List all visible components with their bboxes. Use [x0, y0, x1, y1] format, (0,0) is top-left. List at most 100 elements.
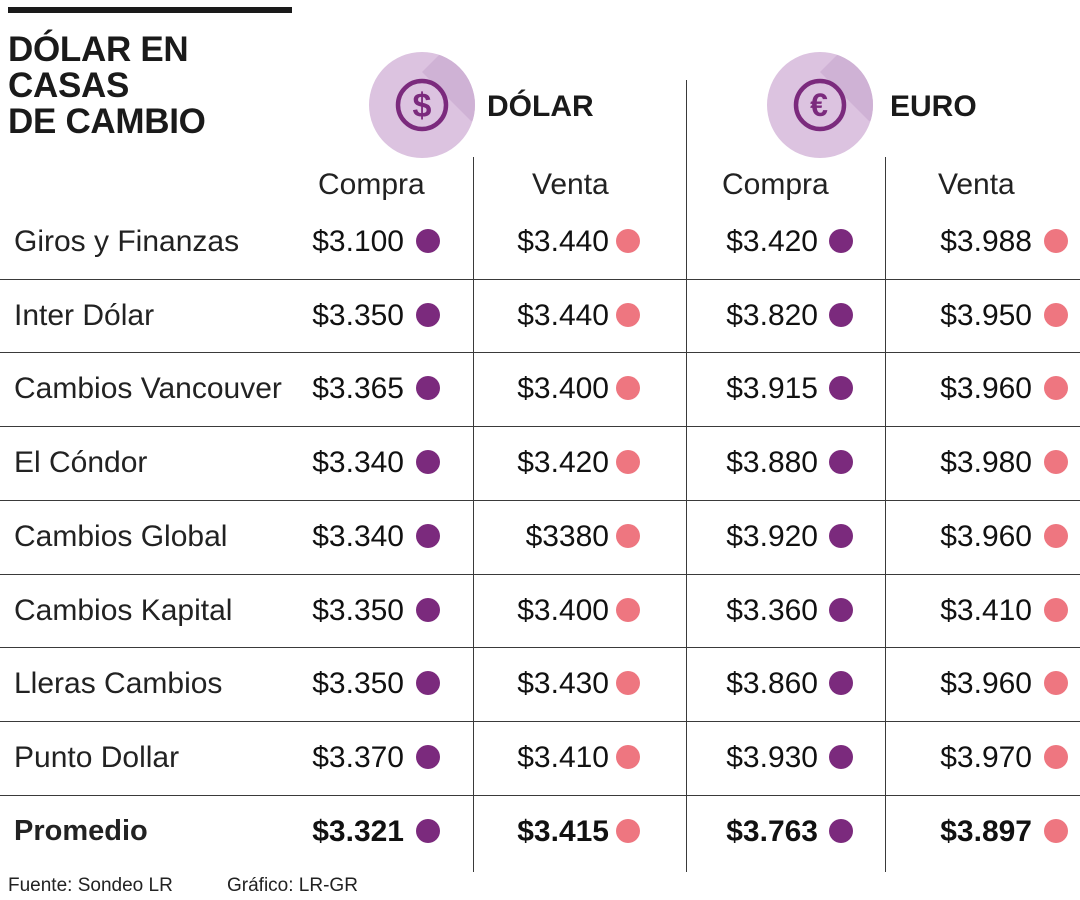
- col-head-dollar-venta: Venta: [532, 168, 609, 201]
- value-euro-compra: $3.420: [726, 225, 818, 258]
- svg-text:€: €: [810, 87, 828, 123]
- row-separator: [0, 720, 1080, 722]
- dollar-sign-icon: $: [395, 78, 449, 132]
- compra-dot-marker: [416, 744, 440, 769]
- value-euro-venta: $3.980: [940, 446, 1032, 480]
- compra-dot-marker: [829, 523, 853, 548]
- compra-dot-marker: [829, 597, 853, 622]
- value-dollar-compra: $3.340: [312, 446, 404, 480]
- value-euro-venta: $3.950: [940, 298, 1032, 332]
- compra-dot-marker: [416, 597, 440, 622]
- value-euro-compra: $3.820: [726, 298, 818, 332]
- venta-dot-marker: [616, 302, 640, 327]
- value-euro-venta: $3.897: [940, 814, 1032, 848]
- row-separator: [0, 352, 1080, 354]
- compra-dot-marker: [829, 450, 853, 475]
- venta-dot-marker: [1044, 818, 1068, 843]
- compra-dot-marker: [416, 671, 440, 696]
- euro-coin-icon: €: [767, 52, 873, 158]
- currency-label-euro: EURO: [890, 90, 977, 123]
- value-euro-venta: $3.960: [940, 519, 1032, 553]
- value-dollar-venta: $3.400: [517, 593, 609, 627]
- currency-label-dollar: DÓLAR: [487, 90, 594, 123]
- value-dollar-venta: $3.420: [517, 446, 609, 480]
- value-dollar-compra: $3.350: [312, 593, 404, 627]
- row-separator: [0, 426, 1080, 428]
- compra-dot-marker: [416, 302, 440, 327]
- col-head-dollar-compra: Compra: [318, 168, 425, 201]
- compra-dot-marker: [829, 376, 853, 401]
- venta-dot-marker: [1044, 376, 1068, 401]
- divider-euro-venta: [885, 157, 886, 872]
- row-separator: [0, 499, 1080, 501]
- page-title: DÓLAR EN CASAS DE CAMBIO: [8, 32, 308, 140]
- venta-dot-marker: [616, 229, 640, 253]
- venta-dot-marker: [616, 597, 640, 622]
- row-label: Cambios Kapital: [14, 593, 233, 627]
- value-dollar-compra: $3.370: [312, 740, 404, 774]
- row-label: Punto Dollar: [14, 740, 180, 774]
- venta-dot-marker: [616, 671, 640, 696]
- value-dollar-venta: $3.400: [517, 372, 609, 406]
- venta-dot-marker: [616, 376, 640, 401]
- compra-dot-marker: [829, 744, 853, 769]
- row-separator: [0, 573, 1080, 575]
- compra-dot-marker: [416, 523, 440, 548]
- value-euro-compra: $3.915: [726, 372, 818, 406]
- col-head-euro-compra: Compra: [722, 168, 829, 201]
- value-dollar-compra: $3.350: [312, 667, 404, 701]
- title-line-2: DE CAMBIO: [8, 102, 206, 141]
- row-label: Cambios Vancouver: [14, 372, 282, 406]
- venta-dot-marker: [1044, 229, 1068, 253]
- compra-dot-marker: [829, 229, 853, 253]
- value-dollar-compra: $3.365: [312, 372, 404, 406]
- divider-currency: [686, 80, 687, 872]
- venta-dot-marker: [616, 523, 640, 548]
- value-dollar-venta: $3.440: [517, 225, 609, 258]
- compra-dot-marker: [416, 818, 440, 843]
- euro-sign-icon: €: [793, 78, 847, 132]
- row-separator: [0, 794, 1080, 796]
- source-note: Fuente: Sondeo LR: [8, 875, 173, 896]
- average-label: Promedio: [14, 814, 148, 847]
- compra-dot-marker: [416, 229, 440, 253]
- venta-dot-marker: [1044, 523, 1068, 548]
- venta-dot-marker: [1044, 671, 1068, 696]
- value-euro-compra: $3.880: [726, 446, 818, 480]
- row-label: El Cóndor: [14, 446, 148, 480]
- compra-dot-marker: [416, 450, 440, 475]
- venta-dot-marker: [616, 450, 640, 475]
- value-euro-compra: $3.360: [726, 593, 818, 627]
- value-dollar-compra: $3.350: [312, 298, 404, 332]
- value-euro-venta: $3.410: [940, 593, 1032, 627]
- dollar-coin-icon: $: [369, 52, 475, 158]
- value-dollar-venta: $3.440: [517, 298, 609, 332]
- title-line-1: DÓLAR EN CASAS: [8, 30, 189, 105]
- title-rule: [8, 7, 292, 13]
- value-euro-venta: $3.970: [940, 740, 1032, 774]
- value-euro-venta: $3.960: [940, 667, 1032, 701]
- value-dollar-venta: $3.430: [517, 667, 609, 701]
- col-head-euro-venta: Venta: [938, 168, 1015, 201]
- value-dollar-compra: $3.340: [312, 519, 404, 553]
- venta-dot-marker: [1044, 302, 1068, 327]
- compra-dot-marker: [829, 671, 853, 696]
- row-label: Cambios Global: [14, 519, 228, 553]
- value-dollar-venta: $3380: [525, 519, 609, 553]
- row-separator: [0, 647, 1080, 649]
- value-dollar-compra: $3.321: [312, 814, 404, 848]
- value-euro-compra: $3.763: [726, 814, 818, 848]
- row-label: Giros y Finanzas: [14, 225, 240, 258]
- venta-dot-marker: [1044, 597, 1068, 622]
- value-dollar-venta: $3.415: [517, 814, 609, 848]
- row-label: Lleras Cambios: [14, 667, 223, 701]
- compra-dot-marker: [416, 376, 440, 401]
- value-dollar-compra: $3.100: [312, 225, 404, 258]
- value-euro-compra: $3.930: [726, 740, 818, 774]
- value-euro-compra: $3.860: [726, 667, 818, 701]
- svg-text:$: $: [413, 87, 432, 125]
- value-euro-compra: $3.920: [726, 519, 818, 553]
- value-euro-venta: $3.988: [940, 225, 1032, 258]
- row-separator: [0, 278, 1080, 280]
- compra-dot-marker: [829, 818, 853, 843]
